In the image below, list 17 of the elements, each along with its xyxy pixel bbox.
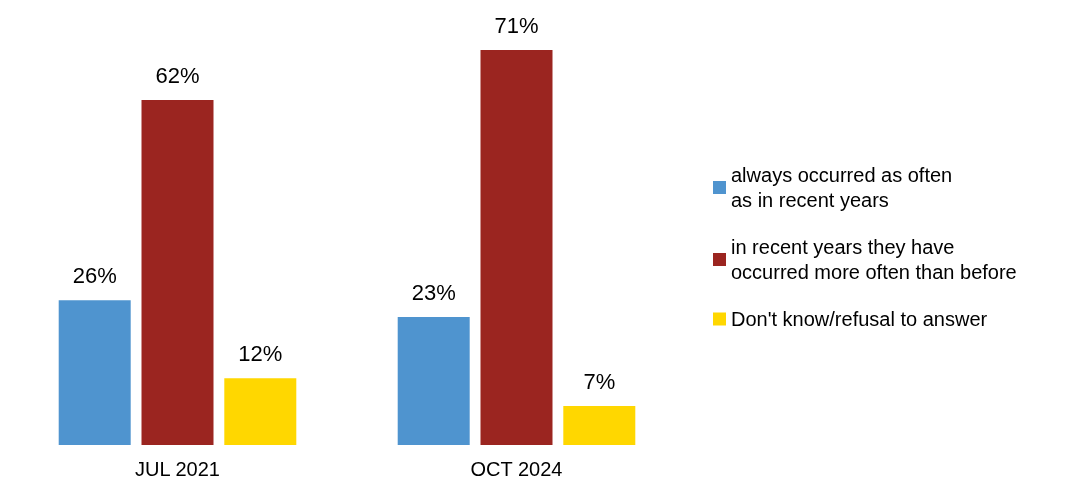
data-label: 26% — [72, 262, 117, 288]
legend-label: always occurred as often as in recent years — [731, 164, 953, 211]
legend-label: Don't know/refusal to answer — [731, 308, 988, 330]
bar — [141, 100, 214, 445]
bar — [397, 317, 470, 445]
data-label: 71% — [494, 12, 539, 38]
data-label: 12% — [238, 340, 283, 366]
legend-label: in recent years they have occurred more often than before — [731, 236, 1017, 283]
bar — [563, 406, 636, 445]
data-label: 23% — [411, 279, 456, 305]
bar — [480, 50, 553, 445]
x-tick-label: OCT 2024 — [470, 458, 563, 480]
data-label: 62% — [155, 62, 200, 88]
x-tick-label: JUL 2021 — [135, 458, 220, 480]
bar — [224, 378, 297, 445]
data-label: 7% — [583, 368, 616, 394]
bar — [58, 300, 131, 445]
